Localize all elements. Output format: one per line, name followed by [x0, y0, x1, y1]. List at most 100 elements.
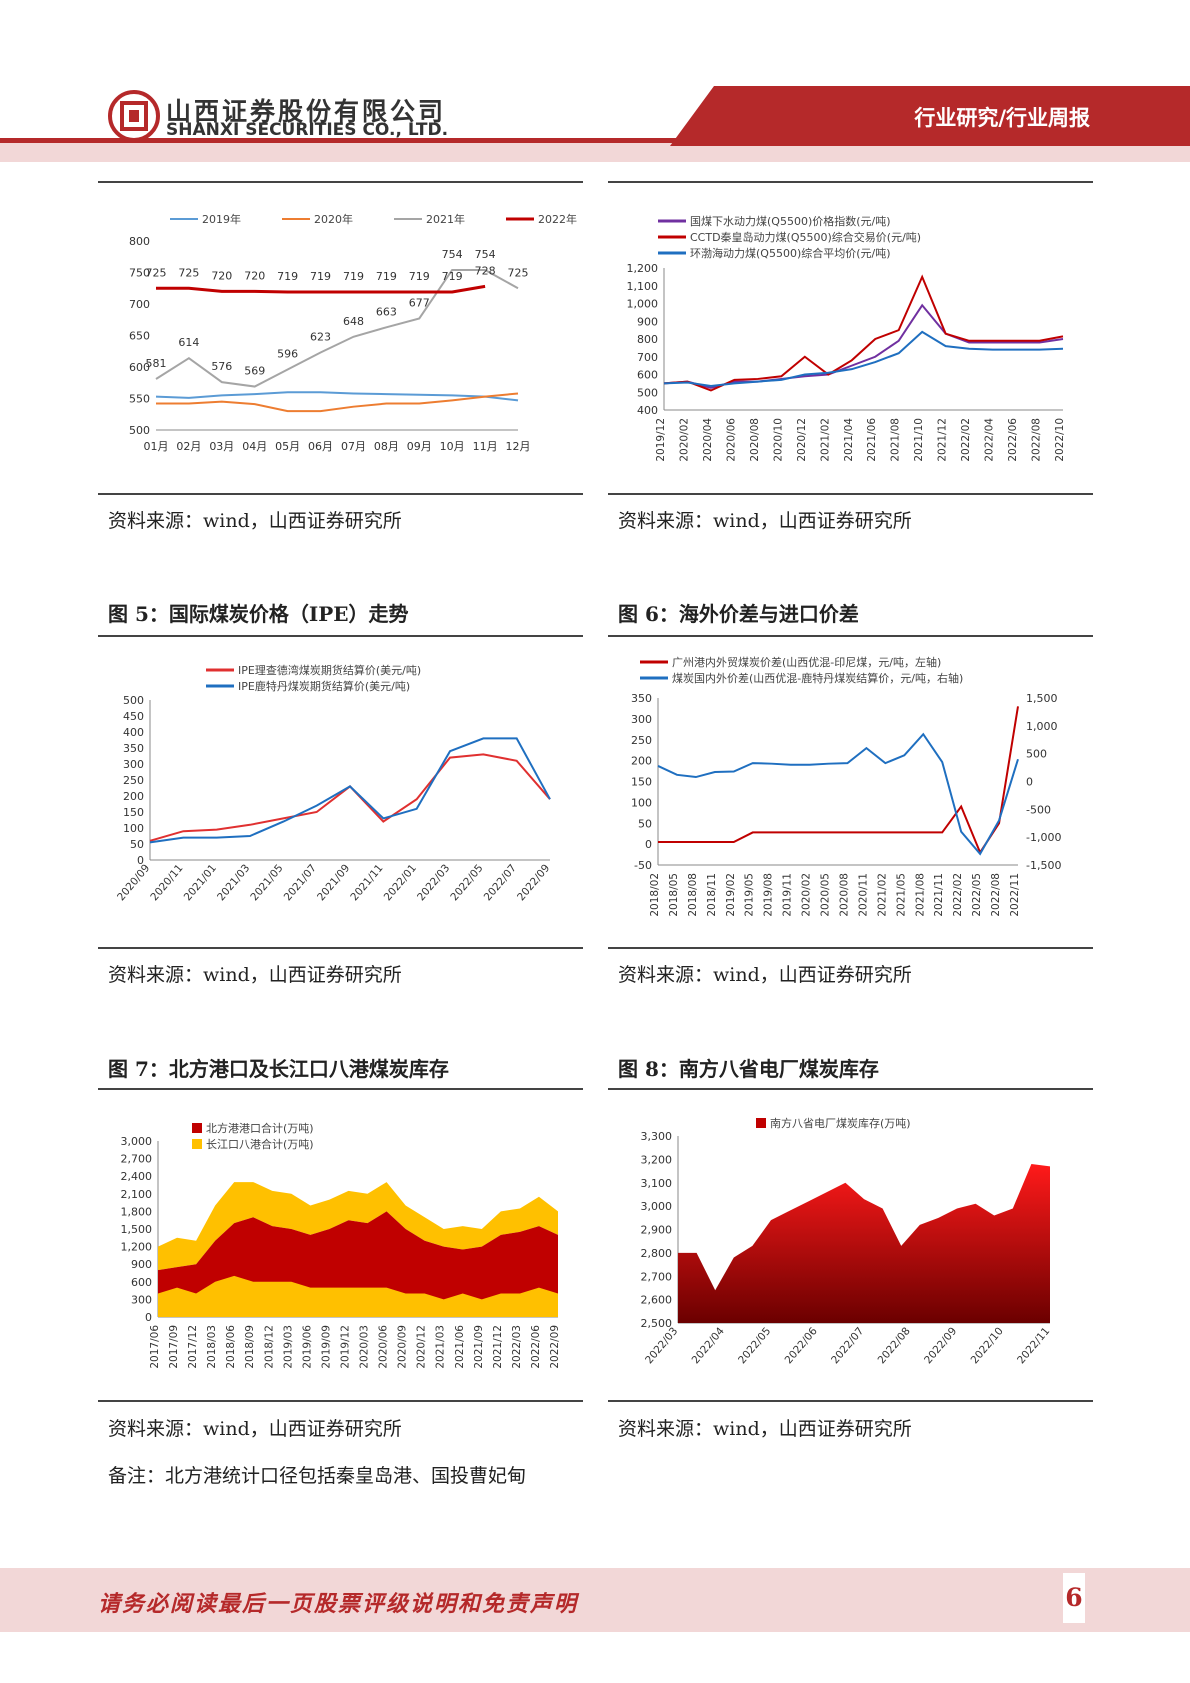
series-line: [156, 284, 486, 294]
company-logo-icon: [108, 90, 160, 142]
y-tick-label: 100: [123, 822, 144, 835]
x-tick-label: 2022/11: [1015, 1325, 1052, 1366]
x-tick-label: 2020/12: [416, 1325, 428, 1369]
x-tick-label: 2020/03: [359, 1325, 371, 1369]
x-tick-label: 2019/06: [301, 1325, 313, 1369]
x-tick-label: 2020/10: [772, 418, 784, 462]
series-line: [155, 268, 519, 388]
data-label: 623: [310, 331, 331, 344]
x-tick-label: 2022/09: [922, 1325, 959, 1366]
y-tick-label: 2,400: [121, 1170, 153, 1183]
data-label: 719: [376, 270, 397, 283]
data-label: 719: [343, 270, 364, 283]
x-tick-label: 2018/02: [649, 873, 661, 917]
x-tick-label: 2019/03: [282, 1325, 294, 1369]
x-tick-label: 2018/05: [668, 873, 680, 917]
y-tick-label: 500: [637, 386, 658, 399]
header-category: 行业研究/行业周报: [914, 106, 1090, 130]
figure-source: 资料来源：wind，山西证券研究所: [618, 964, 912, 986]
legend-label: CCTD秦皇岛动力煤(Q5500)综合交易价(元/吨): [690, 230, 921, 244]
x-tick-label: 2022/05: [971, 873, 983, 917]
divider: [608, 1088, 1093, 1090]
x-tick-label: 2022/07: [829, 1325, 866, 1366]
legend-label: IPE理查德湾煤炭期货结算价(美元/吨): [238, 663, 421, 677]
x-tick-label: 2017/09: [168, 1325, 180, 1369]
company-name-cn: 山西证券股份有限公司: [166, 97, 447, 126]
data-label: 648: [343, 315, 364, 328]
y2-tick-label: 1,000: [1026, 720, 1058, 733]
y2-tick-label: 0: [1026, 776, 1033, 789]
x-tick-label: 2018/06: [225, 1325, 237, 1369]
data-label: 719: [310, 270, 331, 283]
y-tick-label: 900: [637, 315, 658, 328]
x-tick-label: 2021/12: [492, 1325, 504, 1369]
footer-disclaimer[interactable]: 请务必阅读最后一页股票评级说明和免责声明: [98, 1591, 579, 1617]
y-tick-label: 700: [637, 351, 658, 364]
data-label: 719: [409, 270, 430, 283]
data-label: 720: [244, 269, 265, 282]
x-tick-label: 2022/09: [549, 1325, 561, 1369]
x-tick-label: 2021/07: [282, 862, 319, 903]
y-tick-label: 400: [123, 726, 144, 739]
x-tick-label: 2021/06: [866, 418, 878, 462]
y-tick-label: 700: [129, 298, 150, 311]
data-label: 663: [376, 305, 397, 318]
data-label: 677: [409, 296, 430, 309]
data-label: 719: [442, 270, 463, 283]
data-label: 720: [211, 269, 232, 282]
x-tick-label: 2019/02: [725, 873, 737, 917]
data-label: 576: [211, 360, 232, 373]
divider: [608, 1400, 1093, 1402]
divider: [98, 1088, 583, 1090]
x-tick-label: 2019/08: [763, 873, 775, 917]
x-tick-label: 2020/04: [702, 418, 714, 462]
divider: [98, 493, 583, 495]
x-tick-label: 2019/09: [320, 1325, 332, 1369]
x-tick-label: 09月: [407, 440, 432, 453]
data-label: 754: [442, 248, 463, 261]
figure-source: 资料来源：wind，山西证券研究所: [618, 1418, 912, 1440]
x-tick-label: 2021/10: [913, 418, 925, 462]
x-tick-label: 2019/12: [655, 418, 667, 462]
y-tick-label: 3,000: [121, 1135, 153, 1148]
divider: [98, 635, 583, 637]
x-tick-label: 2020/08: [838, 873, 850, 917]
company-name-en: SHANXI SECURITIES CO., LTD.: [166, 120, 449, 140]
x-tick-label: 06月: [308, 440, 333, 453]
y-tick-label: 900: [131, 1258, 152, 1271]
y-tick-label: 2,900: [641, 1224, 673, 1237]
legend-label: 2022年: [538, 212, 577, 226]
y-tick-label: 3,000: [641, 1200, 673, 1213]
x-tick-label: 2021/03: [215, 862, 252, 903]
y2-tick-label: -500: [1026, 803, 1051, 816]
figure-source: 资料来源：wind，山西证券研究所: [618, 510, 912, 532]
y-tick-label: 500: [123, 694, 144, 707]
x-tick-label: 2020/02: [801, 873, 813, 917]
x-tick-label: 2022/05: [448, 862, 485, 903]
x-tick-label: 2018/08: [687, 873, 699, 917]
y-tick-label: 250: [123, 774, 144, 787]
header-red-line: [0, 138, 1190, 143]
series-line: [663, 330, 1064, 388]
x-tick-label: 2021/06: [454, 1325, 466, 1369]
x-tick-label: 2019/12: [339, 1325, 351, 1369]
x-tick-label: 2022/04: [690, 1325, 727, 1366]
x-tick-label: 2018/03: [206, 1325, 218, 1369]
legend-swatch: [192, 1123, 202, 1133]
y-tick-label: 3,100: [641, 1177, 673, 1190]
x-tick-label: 2022/08: [990, 873, 1002, 917]
y-tick-label: 150: [631, 776, 652, 789]
y-tick-label: 300: [631, 713, 652, 726]
y-tick-label: 300: [131, 1293, 152, 1306]
data-label: 569: [244, 365, 265, 378]
data-label: 725: [178, 266, 199, 279]
x-tick-label: 2022/10: [969, 1325, 1006, 1366]
chart-fig7: 0 300 600 900 1,200 1,500 1,800 2,100 2,400 2,700…: [121, 1121, 562, 1369]
divider: [608, 493, 1093, 495]
y-tick-label: 100: [631, 796, 652, 809]
y-tick-label: 350: [631, 692, 652, 705]
x-tick-label: 2021/11: [348, 862, 385, 903]
y-tick-label: 750: [129, 267, 150, 280]
x-tick-label: 2021/04: [843, 418, 855, 462]
y-tick-label: 0: [137, 854, 144, 867]
